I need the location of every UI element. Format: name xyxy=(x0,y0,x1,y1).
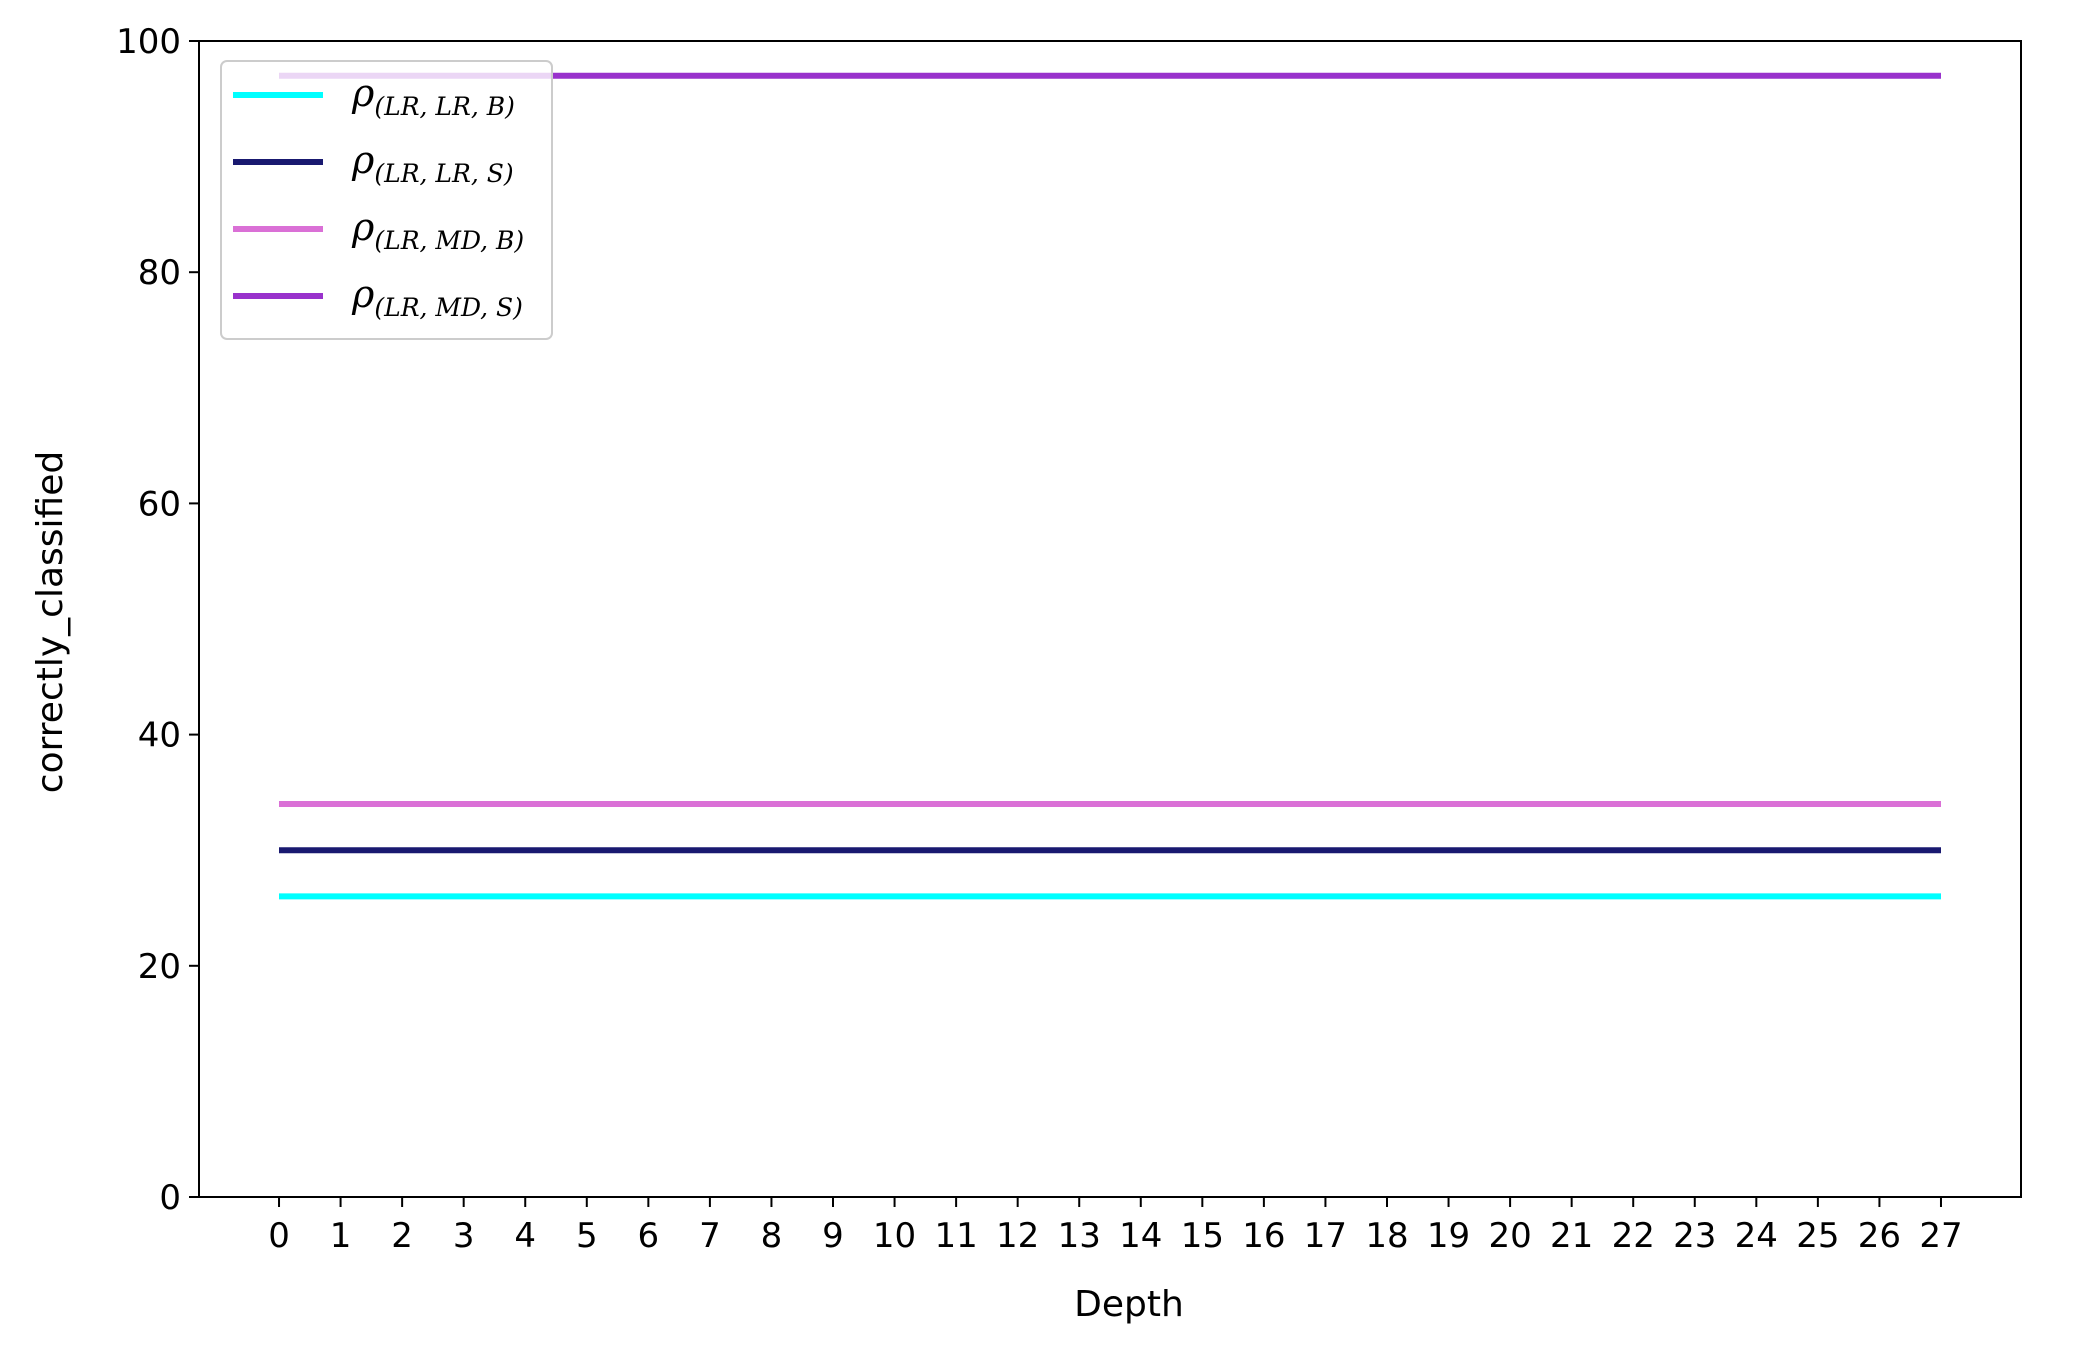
x-tick-label: 11 xyxy=(934,1216,977,1256)
y-tick-label: 100 xyxy=(116,22,181,62)
legend-label-3: ρ(LR, MD, B) xyxy=(351,205,524,255)
x-axis-label: Depth xyxy=(1074,1284,1184,1325)
x-axis-ticks: 0 1 2 3 4 5 6 7 8 9 10 11 12 13 14 15 16 17 18 19 20 21 22 23 24… xyxy=(268,1197,1963,1256)
x-tick-label: 3 xyxy=(453,1216,475,1256)
x-tick-label: 5 xyxy=(576,1216,598,1256)
legend-label-4: ρ(LR, MD, S) xyxy=(351,272,523,322)
y-axis-ticks: 0 20 40 60 80 100 xyxy=(116,22,199,1218)
legend: ρ(LR, LR, B) ρ(LR, LR, S) ρ(LR, MD, B) ρ(LR… xyxy=(220,60,553,340)
x-tick-label: 4 xyxy=(514,1216,536,1256)
x-tick-label: 12 xyxy=(996,1216,1039,1256)
x-tick-label: 22 xyxy=(1612,1216,1655,1256)
x-tick-label: 23 xyxy=(1673,1216,1716,1256)
x-tick-label: 15 xyxy=(1181,1216,1224,1256)
x-tick-label: 16 xyxy=(1242,1216,1285,1256)
y-tick-label: 0 xyxy=(159,1178,181,1218)
x-tick-label: 1 xyxy=(330,1216,352,1256)
y-tick-label: 40 xyxy=(138,716,181,756)
y-tick-label: 60 xyxy=(138,484,181,524)
x-tick-label: 0 xyxy=(268,1216,290,1256)
legend-items: ρ(LR, LR, B) ρ(LR, LR, S) ρ(LR, MD, B) ρ(LR… xyxy=(233,71,524,322)
plot-area: 0 1 2 3 4 5 6 7 8 9 10 11 12 13 14 15 16 17 18 19 20 21 22 23 24… xyxy=(116,22,2022,1256)
x-tick-label: 20 xyxy=(1488,1216,1531,1256)
x-tick-label: 13 xyxy=(1058,1216,1101,1256)
x-tick-label: 7 xyxy=(699,1216,721,1256)
x-tick-label: 24 xyxy=(1735,1216,1778,1256)
x-tick-label: 2 xyxy=(391,1216,413,1256)
x-tick-label: 8 xyxy=(761,1216,783,1256)
x-tick-label: 10 xyxy=(873,1216,916,1256)
legend-box xyxy=(220,60,553,340)
x-tick-label: 6 xyxy=(638,1216,660,1256)
y-tick-label: 20 xyxy=(138,947,181,987)
legend-label-1: ρ(LR, LR, B) xyxy=(351,71,515,121)
x-tick-label: 21 xyxy=(1550,1216,1593,1256)
x-tick-label: 14 xyxy=(1119,1216,1162,1256)
y-axis-label: correctly_classified xyxy=(30,451,71,793)
legend-label-2: ρ(LR, LR, S) xyxy=(351,138,514,188)
x-tick-label: 19 xyxy=(1427,1216,1470,1256)
x-tick-label: 9 xyxy=(822,1216,844,1256)
y-tick-label: 80 xyxy=(138,253,181,293)
x-tick-label: 25 xyxy=(1796,1216,1839,1256)
x-tick-label: 26 xyxy=(1858,1216,1901,1256)
x-tick-label: 27 xyxy=(1919,1216,1962,1256)
axes-frame xyxy=(198,40,2022,1198)
x-tick-label: 18 xyxy=(1365,1216,1408,1256)
series-layer xyxy=(279,72,1941,900)
x-tick-label: 17 xyxy=(1304,1216,1347,1256)
